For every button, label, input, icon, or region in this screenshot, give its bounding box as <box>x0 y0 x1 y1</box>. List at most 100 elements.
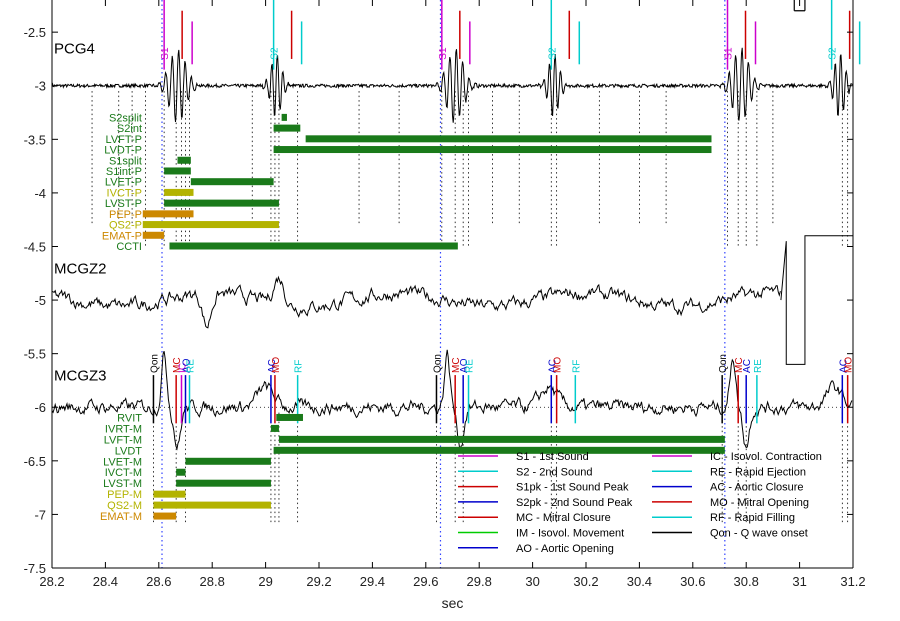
mcg-marker-label-4: RE <box>186 359 197 373</box>
mcg-interval-bar-2 <box>278 435 725 443</box>
legend-label-1: S2 - 2nd Sound <box>516 466 592 478</box>
mcg-marker-label-14: RF <box>571 360 582 373</box>
x-tick-label-6: 29.4 <box>360 574 385 589</box>
mcg-interval-bar-3 <box>273 446 725 454</box>
pcg-interval-label-2: LVFT-P <box>106 134 142 146</box>
mcg-marker-label-11: RE <box>465 359 476 373</box>
mcg-marker-label-2: IC <box>177 363 188 373</box>
y-tick-label-6: -5.5 <box>24 347 46 362</box>
channel-label-mcgz3: MCGZ3 <box>54 367 107 384</box>
pcg-interval-bar-12 <box>169 242 458 250</box>
y-tick-label-3: -4 <box>34 186 46 201</box>
legend-label-0: S1 - 1st Sound <box>516 451 589 463</box>
pcg-marker-label-0: S1 <box>160 47 171 60</box>
mcg-interval-bar-1 <box>270 424 279 432</box>
mcg-marker-label-10: AO <box>459 358 470 373</box>
mcg-interval-label-5: IVCT-M <box>105 467 142 479</box>
legend-label-2: S1pk - 1st Sound Peak <box>516 482 629 494</box>
pcg-interval-label-12: CCTI <box>116 241 142 253</box>
pcg-interval-bar-1 <box>273 124 301 132</box>
mcg-interval-label-7: PEP-M <box>107 489 142 501</box>
mcg-marker-label-12: AC <box>547 359 558 373</box>
pcg-marker-label-2: S1 <box>438 47 449 60</box>
mcg-marker-label-7: RF <box>294 360 305 373</box>
x-tick-label-8: 29.8 <box>467 574 492 589</box>
pcg-interval-bar-9 <box>142 210 194 218</box>
x-tick-label-11: 30.4 <box>627 574 652 589</box>
y-tick-label-2: -3.5 <box>24 132 46 147</box>
mcg-interval-bar-7 <box>153 490 186 498</box>
mcg-interval-label-1: IVRT-M <box>105 423 142 435</box>
x-tick-label-15: 31.2 <box>840 574 865 589</box>
mcg-marker-label-1: MC <box>172 357 183 373</box>
mcg-interval-bar-6 <box>176 479 271 487</box>
y-tick-label-9: -7 <box>34 507 46 522</box>
pcg-interval-label-10: QS2-P <box>109 220 142 232</box>
pcg-interval-label-5: S1int-P <box>106 166 142 178</box>
x-tick-label-10: 30.2 <box>573 574 598 589</box>
pcg-interval-bar-7 <box>164 188 194 196</box>
mcg-marker-label-0: Qon <box>149 354 160 373</box>
y-tick-label-8: -6.5 <box>24 454 46 469</box>
mcg-interval-bar-0 <box>276 413 303 421</box>
mcg-interval-label-8: QS2-M <box>107 500 142 512</box>
pcg-interval-label-0: S2split <box>109 112 142 124</box>
pcg-artifact <box>793 0 806 12</box>
legend-label-12: Qon - Q wave onset <box>710 528 808 540</box>
y-tick-label-4: -4.5 <box>24 239 46 254</box>
x-tick-label-12: 30.6 <box>680 574 705 589</box>
pcg-interval-label-7: IVCT-P <box>107 187 142 199</box>
y-tick-label-10: -7.5 <box>24 561 46 576</box>
pcg-marker-label-3: S2 <box>547 47 558 60</box>
pcg-interval-label-3: LVDT-P <box>104 145 142 157</box>
mcg-interval-label-4: LVET-M <box>103 456 142 468</box>
pcg-interval-bar-0 <box>281 113 287 121</box>
legend-label-5: IM - Isovol. Movement <box>516 528 624 540</box>
mcg-marker-label-16: MC <box>734 357 745 373</box>
x-tick-label-14: 31 <box>792 574 806 589</box>
pcg-interval-label-6: LVET-P <box>105 177 142 189</box>
x-tick-label-4: 29 <box>258 574 272 589</box>
channel-label-mcgz2: MCGZ2 <box>54 260 107 277</box>
x-tick-label-7: 29.6 <box>413 574 438 589</box>
pcg-interval-bar-4 <box>177 156 191 164</box>
y-tick-label-1: -3 <box>34 79 46 94</box>
series-line-pcg4 <box>51 47 854 123</box>
y-tick-label-7: -6 <box>34 400 46 415</box>
pcg-marker-label-4: S1 <box>724 47 735 60</box>
channel-label-pcg4: PCG4 <box>54 41 95 58</box>
legend-label-9: AC - Aortic Closure <box>710 482 804 494</box>
mcg-interval-bar-9 <box>153 512 177 520</box>
mcg-marker-label-3: AO <box>182 358 193 373</box>
legend-label-8: RE - Rapid Ejection <box>710 466 806 478</box>
legend-label-11: RF - Rapid Filling <box>710 512 795 524</box>
mcg-marker-label-20: MO <box>844 357 855 373</box>
mcgz2-artifact <box>780 235 853 365</box>
mcg-marker-label-6: MO <box>271 357 282 373</box>
mcg-interval-label-0: RVIT <box>117 412 142 424</box>
mcg-marker-label-13: MO <box>553 357 564 373</box>
pcg-marker-label-5: S2 <box>828 47 839 60</box>
pcg-interval-label-8: LVST-P <box>105 198 142 210</box>
x-axis-label: sec <box>442 595 464 611</box>
legend-label-4: MC - Mitral Closure <box>516 512 611 524</box>
mcg-marker-label-9: MC <box>451 357 462 373</box>
pcg-interval-bar-6 <box>190 178 274 186</box>
mcg-interval-bar-8 <box>153 501 271 509</box>
pcg-interval-label-9: PEP-P <box>109 209 142 221</box>
x-tick-label-2: 28.6 <box>146 574 171 589</box>
pcg-interval-bar-5 <box>164 167 191 175</box>
pcg-marker-label-1: S2 <box>270 47 281 60</box>
mcg-marker-label-19: AC <box>838 359 849 373</box>
mcg-interval-label-3: LVDT <box>115 445 143 457</box>
series-line-mcgz2 <box>51 275 781 329</box>
mcg-marker-label-8: Qon <box>432 354 443 373</box>
pcg-interval-bar-2 <box>305 135 712 143</box>
pcg-interval-label-4: S1split <box>109 155 142 167</box>
mcg-marker-label-15: Qon <box>718 354 729 373</box>
pcg-interval-label-11: EMAT-P <box>102 230 142 242</box>
pcg-interval-bar-10 <box>142 221 279 229</box>
mcg-marker-label-5: AC <box>267 359 278 373</box>
pcg-interval-bar-3 <box>273 146 712 154</box>
